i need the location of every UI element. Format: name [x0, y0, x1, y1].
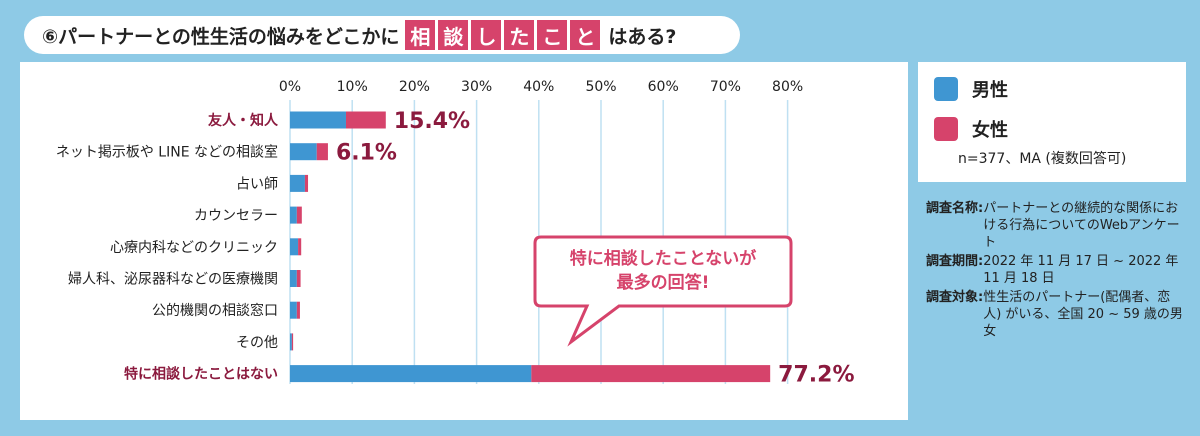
bar-segment-male	[290, 206, 297, 224]
category-label: カウンセラー	[194, 208, 278, 224]
legend-swatch-male	[934, 77, 958, 101]
annotation-bubble	[533, 235, 793, 347]
x-tick-label: 40%	[523, 79, 554, 95]
legend-label-female: 女性	[972, 120, 1008, 141]
x-tick-label: 30%	[461, 79, 492, 95]
category-label: 特に相談したことはない	[124, 366, 278, 383]
chart-panel: 0% 10% 20% 30% 40% 50% 60% 70% 80% 友人・知人 15.4% ネット…	[20, 62, 908, 420]
sample-size-note: n=377、MA (複数回答可)	[958, 151, 1127, 167]
bar-segment-male	[290, 365, 532, 383]
bar-segment-male	[290, 270, 297, 287]
legend-swatch-female	[934, 117, 958, 141]
legend-item-female: 女性	[934, 116, 1008, 142]
bar-segment-female	[345, 111, 386, 129]
bar-segment-female	[296, 301, 300, 319]
title-highlight-char: こ	[537, 20, 568, 50]
data-label: 15.4%	[394, 109, 470, 134]
title-highlight-char: 談	[438, 20, 469, 50]
title-highlight-char: 相	[405, 20, 436, 50]
category-label: 占い師	[236, 176, 278, 192]
title-prefix: ⑥パートナーとの性生活の悩みをどこかに	[42, 25, 400, 48]
bar-segment-female	[531, 365, 771, 383]
category-label: 友人・知人	[208, 112, 279, 129]
title-highlight-char: と	[570, 20, 601, 50]
x-tick-label: 10%	[337, 79, 368, 95]
bar-segment-female	[296, 270, 301, 287]
survey-row-target: 調査対象: 性生活のパートナー(配偶者、恋人) がいる、全国 20 ~ 59 歳…	[926, 289, 1188, 340]
bar-segment-male	[290, 111, 346, 129]
bar-segment-male	[290, 301, 297, 319]
bar-chart: 0% 10% 20% 30% 40% 50% 60% 70% 80% 友人・知人 15.4% ネット…	[56, 79, 855, 388]
bar-segment-female	[316, 143, 328, 161]
legend-item-male: 男性	[934, 76, 1008, 102]
bar-segment-male	[290, 143, 317, 161]
bar-segment-male	[290, 238, 299, 256]
x-tick-label: 50%	[585, 79, 616, 95]
data-label: 6.1%	[336, 141, 397, 166]
bar-segment-female	[296, 206, 302, 224]
x-tick-label: 0%	[279, 79, 301, 95]
survey-key: 調査対象:	[926, 290, 984, 305]
title-pill: ⑥パートナーとの性生活の悩みをどこかに 相 談 し た こ と はある?	[24, 16, 740, 54]
bar-segment-female	[298, 238, 302, 256]
category-label: その他	[236, 335, 278, 351]
legend-panel: 男性 女性 n=377、MA (複数回答可)	[918, 62, 1186, 182]
survey-row-period: 調査期間: 2022 年 11 月 17 日 ~ 2022 年 11 月 18 …	[926, 253, 1188, 287]
survey-key: 調査期間:	[926, 254, 984, 269]
category-label: 心療内科などのクリニック	[110, 239, 278, 256]
annotation-text: 最多の回答!	[617, 272, 710, 293]
x-tick-label: 80%	[772, 79, 803, 95]
x-tick-label: 60%	[648, 79, 679, 95]
legend-label-male: 男性	[972, 80, 1008, 101]
category-label: 公的機関の相談窓口	[152, 302, 278, 319]
data-label: 77.2%	[778, 363, 854, 388]
x-tick-label: 20%	[399, 79, 430, 95]
title-highlight-char: し	[471, 20, 502, 50]
category-label: 婦人科、泌尿器科などの医療機関	[68, 271, 278, 288]
bar-segment-female	[291, 333, 294, 351]
annotation-text: 特に相談したことないが	[570, 248, 757, 269]
title-suffix: はある?	[608, 25, 677, 48]
survey-value: パートナーとの継続的な関係における行為についてのWebアンケート	[983, 201, 1180, 250]
survey-value: 2022 年 11 月 17 日 ~ 2022 年 11 月 18 日	[983, 254, 1179, 286]
title-highlight-char: た	[504, 20, 535, 50]
category-label: ネット掲示板や LINE などの相談室	[56, 144, 278, 161]
bar-segment-male	[290, 333, 292, 351]
survey-key: 調査名称:	[926, 201, 984, 216]
survey-info: 調査名称: パートナーとの継続的な関係における行為についてのWebアンケート 調…	[926, 200, 1188, 342]
survey-row-name: 調査名称: パートナーとの継続的な関係における行為についてのWebアンケート	[926, 200, 1188, 251]
bar-segment-female	[304, 174, 309, 192]
bar-segment-male	[290, 174, 305, 192]
title-highlight: 相 談 し た こ と	[405, 20, 601, 50]
survey-value: 性生活のパートナー(配偶者、恋人) がいる、全国 20 ~ 59 歳の男女	[983, 290, 1183, 339]
x-tick-label: 70%	[710, 79, 741, 95]
